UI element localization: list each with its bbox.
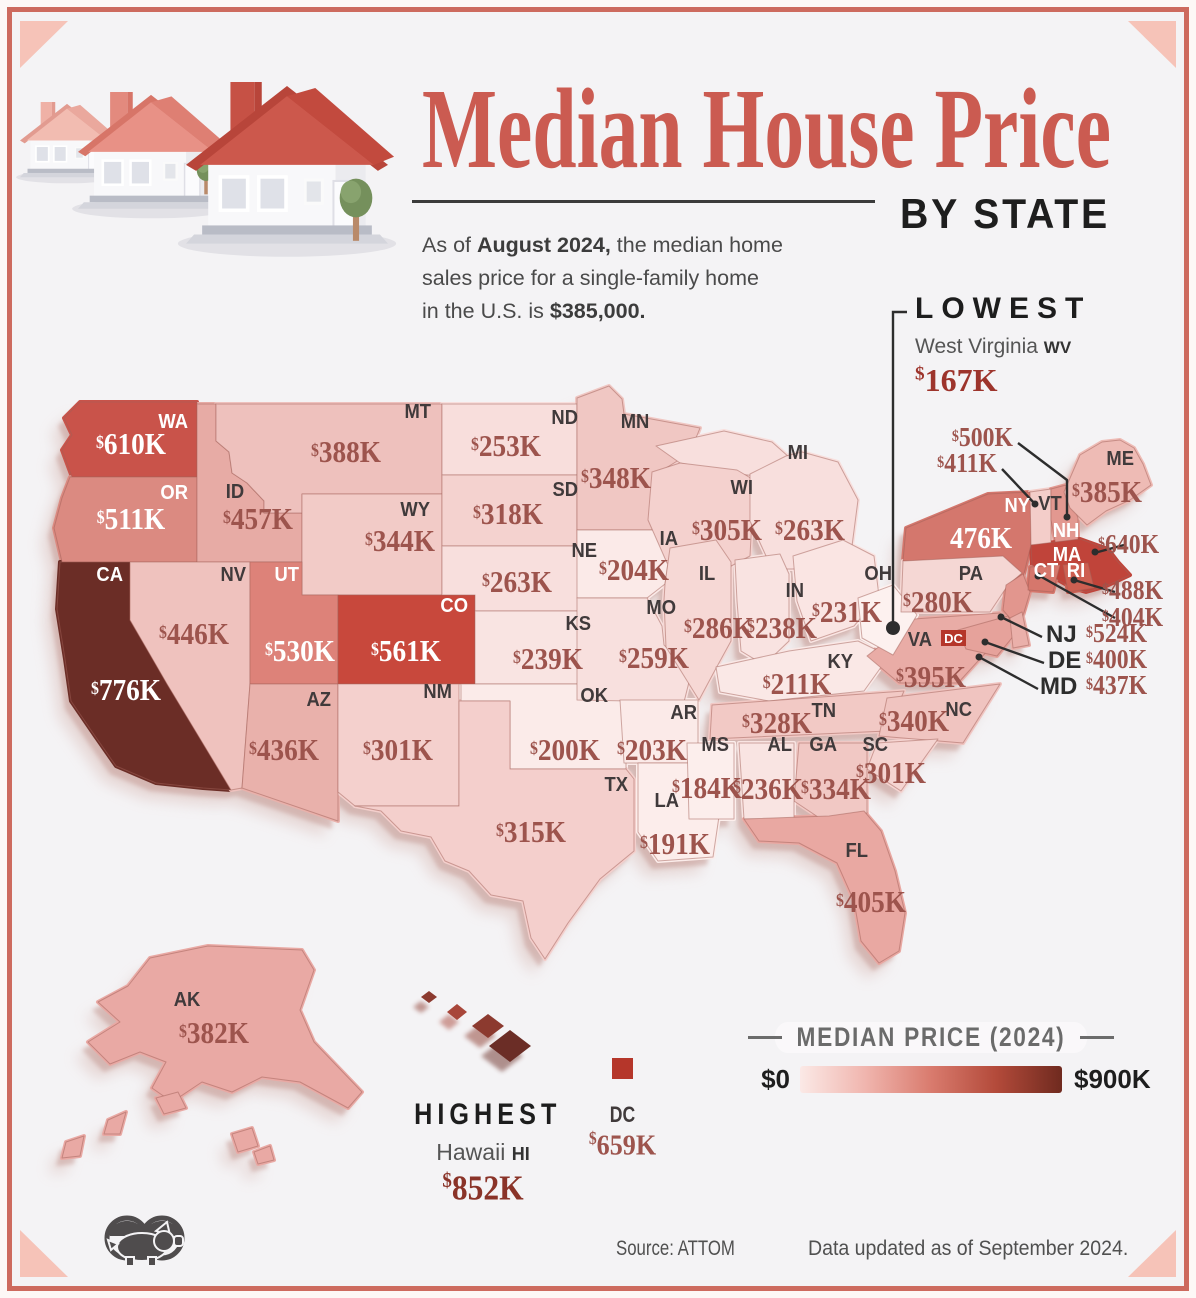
svg-text:SC: SC xyxy=(862,734,888,756)
svg-text:MT: MT xyxy=(404,401,431,423)
svg-text:WI: WI xyxy=(731,477,753,499)
svg-text:$​286K: $​286K xyxy=(684,611,754,645)
svg-text:$​411K: $​411K xyxy=(937,448,997,479)
svg-text:PA: PA xyxy=(959,563,983,585)
svg-text:$​524K: $​524K xyxy=(1086,618,1147,649)
svg-text:$​301K: $​301K xyxy=(856,756,926,790)
svg-text:$​488K: $​488K xyxy=(1102,575,1163,606)
svg-text:$​184K: $​184K xyxy=(672,771,742,805)
svg-text:LA: LA xyxy=(654,790,679,812)
svg-text:$​405K: $​405K xyxy=(836,885,906,919)
svg-text:KS: KS xyxy=(565,613,591,635)
svg-text:$​200K: $​200K xyxy=(530,733,600,767)
svg-text:RI: RI xyxy=(1067,560,1085,582)
svg-text:MN: MN xyxy=(621,411,650,433)
svg-text:AZ: AZ xyxy=(306,689,331,711)
svg-text:NC: NC xyxy=(945,699,972,721)
svg-text:$​404K: $​404K xyxy=(1102,602,1163,633)
svg-text:$​236K: $​236K xyxy=(733,772,803,806)
svg-text:$​305K: $​305K xyxy=(692,513,762,547)
svg-text:OR: OR xyxy=(160,482,188,504)
svg-text:IA: IA xyxy=(660,528,679,550)
svg-text:$​204K: $​204K xyxy=(599,553,669,587)
svg-text:$​340K: $​340K xyxy=(879,704,949,738)
svg-text:CA: CA xyxy=(96,564,123,586)
svg-text:NH: NH xyxy=(1053,520,1080,542)
svg-text:$​259K: $​259K xyxy=(619,641,689,675)
svg-text:$​400K: $​400K xyxy=(1086,644,1147,675)
svg-text:$​388K: $​388K xyxy=(311,435,381,469)
svg-text:UT: UT xyxy=(274,564,299,586)
svg-text:NE: NE xyxy=(571,540,597,562)
svg-text:MD: MD xyxy=(1040,673,1077,700)
svg-text:$​301K: $​301K xyxy=(363,733,433,767)
svg-text:MO: MO xyxy=(646,597,676,619)
svg-text:$​395K: $​395K xyxy=(896,660,966,694)
svg-text:$​280K: $​280K xyxy=(903,585,973,619)
svg-text:NY: NY xyxy=(1004,495,1030,517)
svg-text:$​328K: $​328K xyxy=(742,706,812,740)
svg-text:$​446K: $​446K xyxy=(159,617,229,651)
svg-text:DC: DC xyxy=(944,631,963,646)
svg-text:CO: CO xyxy=(440,595,468,617)
svg-text:FL: FL xyxy=(846,840,869,862)
svg-text:$​348K: $​348K xyxy=(581,461,651,495)
svg-text:SD: SD xyxy=(552,479,578,501)
svg-text:$​211K: $​211K xyxy=(763,667,832,701)
svg-text:$​253K: $​253K xyxy=(471,429,541,463)
svg-text:OK: OK xyxy=(580,685,608,707)
svg-text:$​457K: $​457K xyxy=(223,502,293,536)
svg-text:$​530K: $​530K xyxy=(265,634,335,668)
svg-text:$​334K: $​334K xyxy=(801,772,871,806)
svg-text:WA: WA xyxy=(158,411,188,433)
svg-text:$​511K: $​511K xyxy=(97,502,166,536)
svg-text:$​315K: $​315K xyxy=(496,815,566,849)
svg-text:$​191K: $​191K xyxy=(640,827,710,861)
svg-text:$​385K: $​385K xyxy=(1072,475,1142,509)
svg-text:KY: KY xyxy=(827,651,853,673)
svg-text:$​263K: $​263K xyxy=(482,565,552,599)
svg-text:MI: MI xyxy=(788,442,808,464)
svg-text:VA: VA xyxy=(908,629,932,651)
svg-text:CT: CT xyxy=(1034,560,1059,582)
svg-text:$​238K: $​238K xyxy=(747,611,817,645)
svg-text:$​436K: $​436K xyxy=(249,733,319,767)
svg-text:$​437K: $​437K xyxy=(1086,670,1147,701)
svg-text:GA: GA xyxy=(809,734,837,756)
svg-text:IL: IL xyxy=(699,563,716,585)
svg-text:$​344K: $​344K xyxy=(365,524,435,558)
svg-text:TX: TX xyxy=(604,774,628,796)
svg-text:$​231K: $​231K xyxy=(812,595,882,629)
svg-text:$​263K: $​263K xyxy=(775,513,845,547)
svg-text:NV: NV xyxy=(220,564,246,586)
svg-text:IN: IN xyxy=(786,580,804,602)
svg-text:ID: ID xyxy=(226,481,245,503)
svg-text:ND: ND xyxy=(551,407,578,429)
svg-text:$​610K: $​610K xyxy=(96,427,166,461)
svg-text:$​203K: $​203K xyxy=(617,733,687,767)
svg-text:AR: AR xyxy=(670,702,697,724)
svg-text:$​239K: $​239K xyxy=(513,642,583,676)
svg-text:OH: OH xyxy=(864,563,892,585)
svg-text:ME: ME xyxy=(1106,448,1134,470)
svg-text:$​561K: $​561K xyxy=(371,634,441,668)
svg-text:$​500K: $​500K xyxy=(952,422,1013,453)
svg-text:MA: MA xyxy=(1053,544,1082,566)
svg-text:MS: MS xyxy=(701,734,729,756)
svg-text:AK: AK xyxy=(174,989,201,1011)
svg-text:NM: NM xyxy=(423,681,452,703)
svg-text:476K: 476K xyxy=(950,521,1012,555)
svg-text:$​382K: $​382K xyxy=(179,1016,249,1050)
svg-text:$​776K: $​776K xyxy=(91,673,161,707)
svg-text:WY: WY xyxy=(400,499,430,521)
svg-text:$​640K: $​640K xyxy=(1098,529,1159,560)
svg-text:NJ: NJ xyxy=(1046,621,1077,648)
svg-text:TN: TN xyxy=(811,700,836,722)
svg-text:DE: DE xyxy=(1048,647,1081,674)
svg-text:$​318K: $​318K xyxy=(473,497,543,531)
svg-text:AL: AL xyxy=(767,734,792,756)
svg-text:VT: VT xyxy=(1038,493,1062,515)
